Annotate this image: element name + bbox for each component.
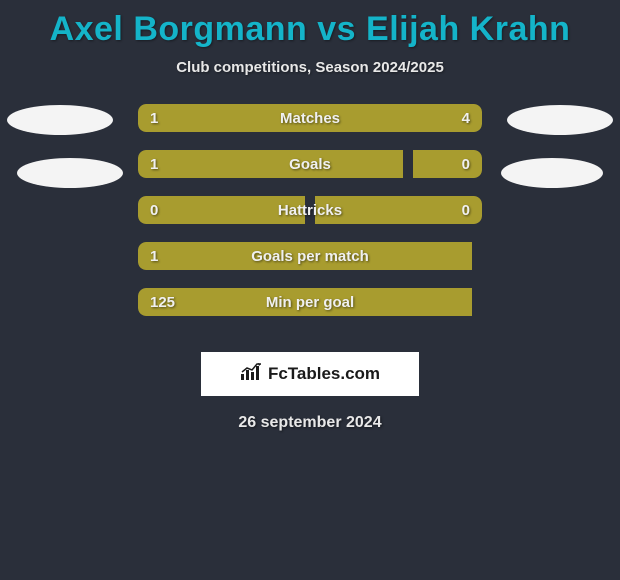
- bar-row: 00Hattricks: [138, 196, 482, 224]
- date-line: 26 september 2024: [0, 414, 620, 432]
- bar-label: Goals per match: [138, 242, 482, 270]
- comparison-chart: 14Matches 10Goals 00Hattricks 1Goals per ma…: [0, 104, 620, 344]
- page-title: Axel Borgmann vs Elijah Krahn: [0, 0, 620, 49]
- player1-badge-2: [17, 158, 123, 188]
- bar-label: Hattricks: [138, 196, 482, 224]
- subtitle: Club competitions, Season 2024/2025: [0, 59, 620, 76]
- bar-row: 125Min per goal: [138, 288, 482, 316]
- bar-row: 10Goals: [138, 150, 482, 178]
- bar-label: Min per goal: [138, 288, 482, 316]
- bar-row: 14Matches: [138, 104, 482, 132]
- player1-badge-1: [7, 105, 113, 135]
- bar-label: Goals: [138, 150, 482, 178]
- bar-label: Matches: [138, 104, 482, 132]
- bars-container: 14Matches 10Goals 00Hattricks 1Goals per ma…: [138, 104, 482, 334]
- logo-chart-icon: [240, 363, 262, 386]
- bar-row: 1Goals per match: [138, 242, 482, 270]
- player2-badge-1: [507, 105, 613, 135]
- player2-badge-2: [501, 158, 603, 188]
- logo-box: FcTables.com: [201, 352, 419, 396]
- logo-text: FcTables.com: [268, 364, 380, 384]
